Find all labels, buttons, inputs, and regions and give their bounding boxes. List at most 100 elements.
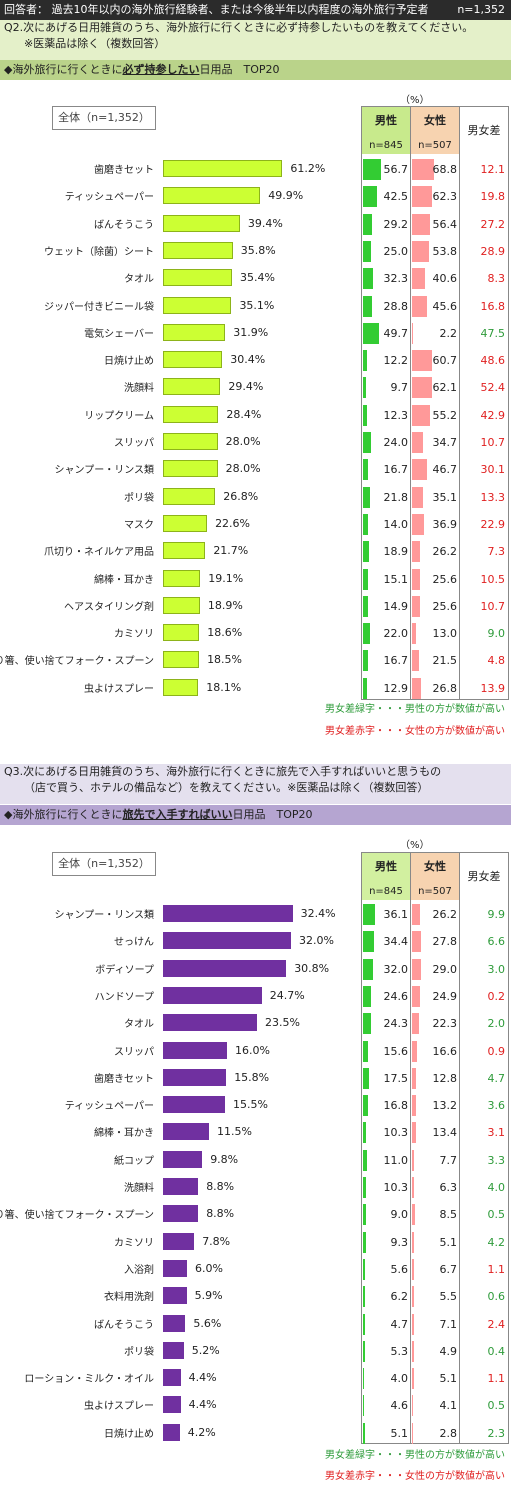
total-value-label: 18.9%: [207, 598, 243, 612]
category-label: ジッパー付きビニール袋: [44, 301, 154, 313]
female-value: 5.1: [439, 1372, 458, 1386]
female-cell: 62.3: [412, 185, 460, 208]
chart1-row: カミソリ 18.6% 22.0 13.0 9.0: [0, 620, 511, 647]
female-bar: [412, 623, 417, 645]
female-value: 8.5: [439, 1208, 458, 1222]
chart2-row: 割り箸、使い捨てフォーク・スプーン 8.8% 9.0 8.5 0.5: [0, 1201, 511, 1228]
category-label: せっけん: [114, 937, 154, 949]
diff-value: 13.3: [480, 490, 506, 504]
diff-value: 7.3: [487, 545, 506, 559]
chart1-note-red: 男女差赤字・・・女性の方が数値が高い: [325, 726, 505, 737]
total-value-label: 19.1%: [208, 571, 244, 585]
chart2-diff-label: 男女差: [467, 870, 501, 883]
male-value: 17.5: [383, 1071, 409, 1085]
female-bar: [412, 186, 433, 208]
diff-cell: 10.5: [461, 568, 509, 591]
total-value-label: 11.5%: [217, 1125, 252, 1139]
female-value: 26.2: [432, 908, 458, 921]
diff-value: 3.0: [487, 962, 506, 976]
female-value: 6.7: [439, 1262, 458, 1276]
female-value: 22.3: [432, 1017, 458, 1031]
diff-cell: 9.0: [461, 622, 509, 645]
diff-cell: 0.9: [461, 1040, 509, 1063]
total-bar: [163, 905, 293, 922]
male-bar: [363, 1395, 365, 1417]
male-value: 15.1: [383, 572, 409, 586]
female-value: 7.7: [439, 1153, 458, 1167]
diff-value: 2.3: [487, 1426, 506, 1440]
male-cell: 21.8: [363, 486, 411, 509]
chart1-row: ばんそうこう 39.4% 29.2 56.4 27.2: [0, 211, 511, 238]
male-bar: [363, 486, 371, 508]
category-label: 綿棒・耳かき: [94, 574, 154, 586]
female-cell: 56.4: [412, 213, 460, 236]
total-value-label: 49.9%: [268, 189, 304, 203]
chart2-row: ボディソープ 30.8% 32.0 29.0 3.0: [0, 956, 511, 983]
diff-cell: 28.9: [461, 240, 509, 263]
category-label: ポリ袋: [124, 492, 154, 504]
total-bar: [163, 433, 218, 450]
total-bar: [163, 214, 240, 232]
category-label: 日焼け止め: [104, 356, 154, 368]
male-bar: [363, 186, 377, 208]
female-cell: 55.2: [412, 404, 460, 427]
category-label: マスク: [124, 519, 154, 531]
total-value-label: 39.4%: [247, 216, 283, 230]
total-bar: [163, 460, 218, 478]
category-label: 紙コップ: [114, 1155, 154, 1167]
chart1-row: 洗顔料 29.4% 9.7 62.1 52.4: [0, 374, 511, 401]
female-cell: 35.1: [412, 486, 460, 509]
male-cell: 4.7: [363, 1313, 411, 1336]
male-cell: 11.0: [363, 1149, 411, 1172]
female-cell: 8.5: [412, 1203, 460, 1226]
female-cell: 45.6: [412, 295, 460, 318]
chart2-female-header: 女性 n=507: [411, 852, 459, 900]
diff-value: 10.5: [480, 572, 506, 586]
chart2-row: ハンドソープ 24.7% 24.6 24.9 0.2: [0, 983, 511, 1010]
female-bar: [412, 931, 421, 953]
diff-cell: 2.4: [461, 1313, 509, 1336]
female-bar: [412, 1422, 413, 1444]
female-value: 2.8: [439, 1426, 458, 1440]
female-cell: 25.6: [412, 595, 460, 618]
female-cell: 13.0: [412, 622, 460, 645]
chart2-row: 衣料用洗剤 5.9% 6.2 5.5 0.6: [0, 1283, 511, 1310]
total-bar: [163, 1205, 199, 1223]
male-bar: [363, 1286, 365, 1308]
diff-cell: 9.9: [461, 903, 509, 926]
male-value: 14.9: [383, 599, 409, 613]
female-bar: [412, 459, 428, 481]
male-value: 9.3: [390, 1235, 409, 1249]
category-label: ヘアスタイリング剤: [64, 601, 154, 613]
male-bar: [363, 623, 371, 645]
diff-value: 19.8: [480, 190, 506, 204]
chart2-table-frame: [361, 852, 509, 1444]
female-cell: 13.2: [412, 1094, 460, 1117]
chart2-note-red: 男女差赤字・・・女性の方が数値が高い: [325, 1471, 505, 1482]
female-cell: 2.2: [412, 322, 460, 345]
chart2-title-suffix: 日用品 TOP20: [232, 808, 313, 821]
male-cell: 32.3: [363, 267, 411, 290]
respondent-text: 回答者： 過去10年以内の海外旅行経験者、または今後半年以内程度の海外旅行予定者: [4, 3, 429, 16]
total-bar: [163, 487, 216, 505]
total-bar: [163, 378, 221, 396]
total-value-label: 8.8%: [206, 1180, 235, 1193]
female-value: 68.8: [432, 163, 458, 176]
diff-value: 6.6: [487, 935, 506, 949]
male-cell: 24.6: [363, 985, 411, 1008]
chart1-male-header: 男性 n=845: [362, 106, 410, 154]
female-value: 2.2: [439, 326, 458, 340]
female-bar: [412, 677, 421, 699]
male-bar: [363, 404, 367, 426]
chart2-row: 歯磨きセット 15.8% 17.5 12.8 4.7: [0, 1065, 511, 1092]
chart2-row: 紙コップ 9.8% 11.0 7.7 3.3: [0, 1147, 511, 1174]
category-label: ボディソープ: [95, 964, 154, 976]
chart2-row: ティッシュペーパー 15.5% 16.8 13.2 3.6: [0, 1092, 511, 1119]
total-value-label: 35.4%: [240, 271, 275, 285]
male-cell: 14.9: [363, 595, 411, 618]
chart1-male-n: n=845: [369, 140, 403, 151]
female-bar: [412, 650, 419, 672]
male-cell: 29.2: [363, 213, 411, 236]
male-value: 16.8: [383, 1099, 409, 1113]
diff-value: 2.0: [487, 1017, 506, 1031]
